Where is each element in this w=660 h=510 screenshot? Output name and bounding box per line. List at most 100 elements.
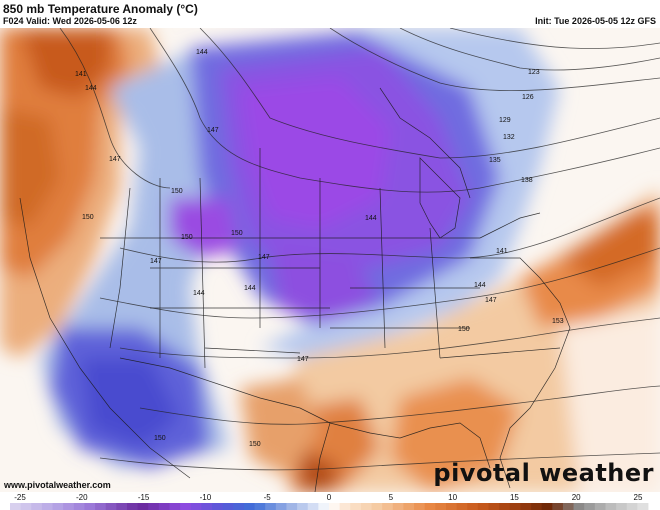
colorbar-swatch [435,503,447,510]
contour-label: 153 [552,318,564,325]
colorbar-tick-label: 5 [389,493,394,502]
contour-label: 150 [171,188,183,195]
height-contours [59,28,660,471]
colorbar-tick-label: 25 [634,493,643,502]
colorbar-tick-label: -10 [200,493,212,502]
colorbar-swatch [243,503,255,510]
contour-label: 144 [244,285,256,292]
contour-label: 150 [249,441,261,448]
colorbar-swatch [445,503,457,510]
colorbar-swatch [158,503,170,510]
contour-label: 132 [503,134,515,141]
colorbar-swatch [509,503,521,510]
colorbar-swatch [169,503,181,510]
colorbar-swatch [371,503,383,510]
colorbar-swatch [350,503,362,510]
colorbar-swatch [73,503,85,510]
colorbar-swatch [616,503,628,510]
colorbar-swatch [339,503,351,510]
contour-label: 138 [521,177,533,184]
contour-label: 144 [193,290,205,297]
mexico-gulf-coast [314,422,331,492]
colorbar-swatch [286,503,298,510]
colorbar-swatch [477,503,489,510]
colorbar-swatch [254,503,266,510]
contour-label: 150 [82,214,94,221]
colorbar-tick-label: 20 [572,493,581,502]
colorbar-swatch [180,503,192,510]
colorbar-swatch [20,503,32,510]
colorbar-swatch [265,503,277,510]
colorbar-swatch [382,503,394,510]
contour-label: 144 [474,282,486,289]
contour-label: 147 [109,156,121,163]
colorbar-swatch [424,503,436,510]
colorbar-swatch [222,503,234,510]
colorbar-swatch [499,503,511,510]
colorbar-tick-label: -20 [76,493,88,502]
contour-label: 129 [499,117,511,124]
contour-label: 147 [207,127,219,134]
colorbar-swatch [562,503,574,510]
colorbar-swatch [552,503,564,510]
map-header: 850 mb Temperature Anomaly (°C) F024 Val… [0,0,660,28]
colorbar-swatch [31,503,43,510]
contour-label: 135 [489,157,501,164]
colorbar-swatch [541,503,553,510]
colorbar-swatch [116,503,128,510]
contour-label: 147 [258,254,270,261]
colorbar-swatch [531,503,543,510]
contour-label: 147 [150,258,162,265]
contour-label: 126 [522,94,534,101]
colorbar-swatch [318,503,330,510]
contour-label: 144 [85,85,97,92]
contour-label: 147 [485,297,497,304]
colorbar-swatch [63,503,75,510]
colorbar-swatch [414,503,426,510]
colorbar-swatch [360,503,372,510]
colorbar-swatch [212,503,224,510]
init-time: Init: Tue 2026-05-05 12z GFS [535,16,656,26]
colorbar-swatch [201,503,213,510]
colorbar-swatch [637,503,649,510]
colorbar-swatch [467,503,479,510]
colorbar-swatch [307,503,319,510]
colorbar-swatch [148,503,160,510]
colorbar-swatch [275,503,287,510]
contour-label: 144 [196,49,208,56]
colorbar-swatch [329,503,341,510]
map-title: 850 mb Temperature Anomaly (°C) [3,2,198,16]
map-canvas: 141 144 147 150 123 126 129 132 135 138 … [0,28,660,492]
colorbar-swatch [488,503,500,510]
boundaries [19,87,571,492]
website-url: www.pivotalweather.com [4,480,111,490]
colorbar-swatch [137,503,149,510]
colorbar-swatch [190,503,202,510]
east-coast [470,257,571,489]
contour-label: 123 [528,69,540,76]
brand-logo: pivotal weather [433,459,654,487]
contour-label: 147 [297,356,309,363]
colorbar-swatch [605,503,617,510]
colorbar-swatch [95,503,107,510]
colorbar-swatch [456,503,468,510]
colorbar-svg: -25 -20 -15 -10 -5 0 5 10 15 20 25 [10,493,649,510]
colorbar-swatch [392,503,404,510]
us-mexico-border [119,357,331,424]
colorbar-swatch [297,503,309,510]
colorbar-swatch [52,503,64,510]
colorbar-tick-label: -15 [138,493,150,502]
great-lakes [419,157,461,239]
contour-label: 141 [496,248,508,255]
contour-label: 150 [154,435,166,442]
contour-label: 150 [458,326,470,333]
anomaly-field [0,28,660,492]
temperature-anomaly-map[interactable]: 141 144 147 150 123 126 129 132 135 138 … [0,28,660,492]
colorbar-swatch [626,503,638,510]
valid-time: F024 Valid: Wed 2026-05-06 12z [3,16,137,26]
colorbar-swatch [41,503,53,510]
contour-label: 150 [231,230,243,237]
contour-label: 144 [365,215,377,222]
colorbar-swatch [520,503,532,510]
colorbar-swatch [573,503,585,510]
